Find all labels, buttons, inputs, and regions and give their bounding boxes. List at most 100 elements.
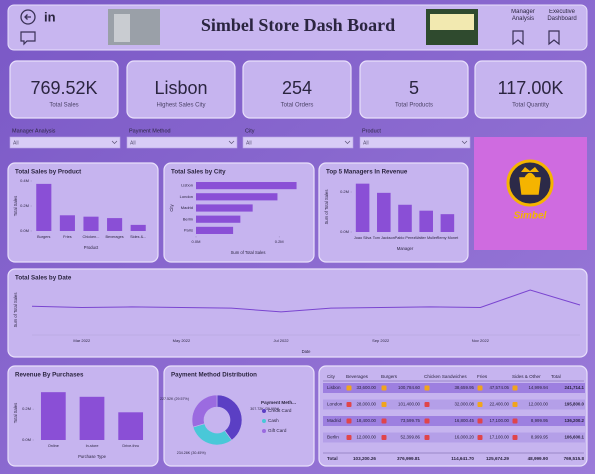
table-cell: 14,999.94	[528, 385, 548, 390]
status-icon	[477, 385, 483, 391]
x-axis-title: Sum of Total Sales	[231, 250, 266, 255]
table-cell: Madrid	[327, 418, 341, 423]
legend-swatch	[262, 429, 266, 433]
x-tick-label: Beverages	[106, 235, 124, 239]
nav-executive[interactable]: Executive Dashboard	[541, 9, 583, 27]
card	[126, 60, 236, 119]
nav-manager[interactable]: Manager Analysis	[505, 9, 541, 27]
table-header: Beverages	[346, 374, 369, 379]
chart-title: Total Sales by City	[171, 169, 226, 176]
bar	[40, 392, 66, 440]
kpi-label: Highest Sales City	[156, 103, 205, 109]
y-tick-label: Madrid	[181, 205, 193, 210]
x-tick-label: Burgers	[37, 235, 50, 239]
table-cell: 8,999.95	[531, 418, 549, 423]
legend-swatch	[262, 419, 266, 423]
table-total: 103,200.26	[353, 456, 376, 461]
x-tick-label: 0.0M	[192, 239, 201, 244]
chart-title: Top 5 Managers In Revenue	[326, 169, 408, 176]
table-cell: 22,400.00	[489, 402, 509, 407]
status-icon	[424, 402, 430, 407]
y-axis-title: Total Sales	[13, 196, 18, 216]
kpi-label: Total Quantity	[512, 103, 549, 109]
table-cell: 52,399.86	[400, 435, 420, 440]
legend-label: Gift Card	[268, 428, 287, 433]
bar	[118, 412, 144, 440]
slicer-dropdown[interactable]	[359, 136, 471, 149]
bar	[79, 396, 105, 440]
slicer-dropdown[interactable]	[126, 136, 238, 149]
table-cell: 12,000.00	[356, 435, 376, 440]
status-icon	[381, 402, 387, 407]
chart-title: Payment Method Distribution	[171, 372, 257, 379]
status-icon	[381, 385, 387, 391]
table-cell: Berlin	[327, 435, 339, 440]
table-header: City	[327, 374, 336, 379]
status-icon	[346, 385, 352, 391]
bar	[196, 204, 253, 212]
linkedin-icon[interactable]: in	[44, 9, 56, 24]
kpi-value: Lisbon	[154, 78, 207, 98]
slicer-dropdown[interactable]	[242, 136, 354, 149]
card	[474, 60, 587, 119]
status-icon	[424, 435, 430, 440]
card	[359, 60, 469, 119]
status-icon	[477, 418, 483, 424]
status-icon	[424, 385, 430, 391]
x-axis-title: Purchase Type	[78, 454, 107, 459]
table-cell: 106,600.1	[564, 435, 584, 440]
data-label: 234.28K (30.45%)	[177, 451, 206, 455]
table-row-band	[323, 416, 585, 426]
back-button[interactable]	[20, 9, 36, 25]
legend-label: Cash	[268, 418, 279, 423]
bar	[59, 215, 75, 231]
bar	[196, 182, 297, 190]
table-header: Total	[551, 374, 561, 379]
bookmark-icon[interactable]	[512, 30, 524, 46]
bar	[355, 183, 370, 232]
card	[7, 268, 588, 358]
bar	[196, 193, 278, 201]
x-tick-label: Walter Muller	[415, 236, 438, 240]
slicer-dropdown[interactable]	[9, 136, 121, 149]
kpi-value: 254	[282, 78, 312, 98]
slicer-value: All	[13, 140, 19, 146]
table-cell: 136,200.2	[564, 418, 584, 423]
chart-title: Total Sales by Product	[15, 169, 81, 176]
table-cell: 47,574.05	[489, 385, 509, 390]
data-label: 307.72K (39.99%)	[250, 407, 279, 411]
comment-icon[interactable]	[20, 31, 36, 46]
legend-swatch	[262, 409, 266, 413]
dashboard-title: Simbel Store Dash Board	[201, 15, 395, 35]
status-icon	[512, 435, 518, 440]
nav-label[interactable]: Executive Dashboard	[547, 9, 577, 22]
x-tick-label: Jul 2022	[274, 338, 290, 343]
x-tick-label: Remy Monet	[437, 236, 459, 240]
bookmark-icon[interactable]	[548, 30, 560, 46]
slicer-value: All	[130, 140, 136, 146]
slicer-chevron	[111, 140, 118, 144]
table-cell: 17,100.00	[489, 435, 509, 440]
x-tick-label: Sides &...	[130, 235, 146, 239]
logo-bag	[519, 172, 541, 195]
y-tick-label: 0.4M	[20, 178, 29, 183]
x-tick-label: Nov 2022	[472, 338, 490, 343]
card	[318, 162, 469, 263]
nav-label[interactable]: Manager Analysis	[511, 9, 535, 22]
table-cell: 195,800.0	[564, 402, 584, 407]
y-tick-label: Lisbon	[181, 183, 193, 188]
kpi-value: 117.00K	[498, 78, 564, 98]
x-tick-label: Chicken...	[83, 235, 100, 239]
table-total: 48,999.90	[528, 456, 549, 461]
y-axis-title: Sum of Total Sales	[13, 293, 18, 328]
data-label: 227.52K (29.57%)	[160, 397, 189, 401]
legend-label: Credit Card	[268, 408, 292, 413]
y-tick-label: 0.0M	[340, 229, 349, 234]
pie-slice	[191, 394, 218, 428]
kpi-value: 769.52K	[30, 78, 97, 98]
bar	[36, 183, 52, 231]
y-tick-label: 0.0M	[20, 228, 29, 233]
slicer-value: All	[246, 140, 252, 146]
